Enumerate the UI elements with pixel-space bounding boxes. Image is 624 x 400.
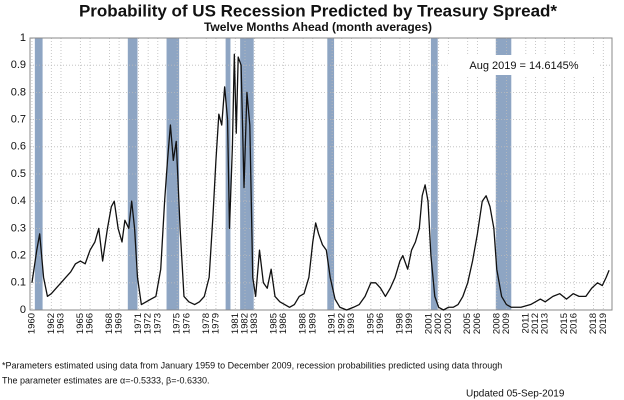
x-tick-label: 1985 — [269, 313, 280, 334]
x-tick-label: 1962 — [46, 313, 57, 334]
y-tick-label: 0.9 — [11, 59, 26, 71]
x-tick-label: 2008 — [491, 313, 502, 334]
x-tick-label: 1971 — [133, 313, 144, 334]
x-tick-label: 1968 — [104, 313, 115, 334]
x-tick-label: 2009 — [501, 313, 512, 334]
updated-note: Updated 05-Sep-2019 — [466, 389, 565, 400]
x-tick-label: 1983 — [249, 313, 260, 334]
x-tick-label: 1992 — [336, 313, 347, 334]
y-tick-label: 0.4 — [11, 195, 26, 207]
recession-band — [430, 38, 438, 310]
x-tick-label: 2002 — [433, 313, 444, 334]
x-tick-label: 1965 — [75, 313, 86, 334]
x-tick-label: 2003 — [443, 313, 454, 334]
footnote: The parameter estimates are α=-0.5333, β… — [2, 375, 210, 385]
recession-band — [34, 38, 43, 310]
x-tick-label: 1966 — [85, 313, 96, 334]
x-tick-label: 1982 — [239, 313, 250, 334]
x-tick-label: 1999 — [404, 313, 415, 334]
chart-subtitle: Twelve Months Ahead (month averages) — [204, 20, 432, 34]
annotation-box — [448, 55, 600, 75]
x-tick-label: 1988 — [298, 313, 309, 334]
x-tick-label: 2016 — [569, 313, 580, 334]
y-tick-label: 0.8 — [11, 86, 26, 98]
x-tick-label: 1976 — [181, 313, 192, 334]
x-tick-label: 1978 — [201, 313, 212, 334]
x-tick-label: 2018 — [588, 313, 599, 334]
y-tick-label: 0 — [20, 304, 26, 316]
y-tick-label: 0.6 — [11, 141, 26, 153]
y-tick-label: 1 — [20, 32, 26, 44]
x-tick-label: 2013 — [540, 313, 551, 334]
x-tick-label: 1975 — [172, 313, 183, 334]
series-line — [31, 53, 610, 311]
x-tick-label: 1979 — [210, 313, 221, 334]
x-tick-label: 1972 — [143, 313, 154, 334]
recession-band — [495, 38, 512, 310]
plot-frame — [29, 37, 613, 311]
y-tick-label: 0.3 — [11, 222, 26, 234]
x-tick-label: 1963 — [56, 313, 67, 334]
y-tick-label: 0.5 — [11, 168, 26, 180]
x-tick-label: 2001 — [423, 313, 434, 334]
y-tick-label: 0.1 — [11, 277, 26, 289]
x-tick-label: 2015 — [559, 313, 570, 334]
x-tick-label: 1996 — [375, 313, 386, 334]
y-tick-label: 0.2 — [11, 250, 26, 262]
x-tick-label: 1960 — [26, 313, 37, 334]
x-tick-label: 2005 — [462, 313, 473, 334]
recession-band — [166, 38, 180, 310]
x-tick-label: 1989 — [307, 313, 318, 334]
annotation: Aug 2019 = 14.6145% — [469, 60, 578, 72]
x-tick-label: 1986 — [278, 313, 289, 334]
x-tick-label: 2006 — [472, 313, 483, 334]
x-tick-label: 2011 — [520, 313, 531, 333]
x-tick-label: 1969 — [114, 313, 125, 334]
x-tick-label: 1993 — [346, 313, 357, 334]
x-tick-label: 1973 — [152, 313, 163, 334]
x-tick-label: 1998 — [394, 313, 405, 334]
x-tick-label: 2012 — [530, 313, 541, 334]
x-tick-label: 1981 — [230, 313, 241, 334]
footnote: *Parameters estimated using data from Ja… — [2, 360, 502, 370]
chart-title: Probability of US Recession Predicted by… — [79, 1, 557, 20]
x-tick-label: 2019 — [598, 313, 609, 334]
x-tick-label: 1991 — [327, 313, 338, 334]
x-tick-label: 1995 — [365, 313, 376, 334]
y-tick-label: 0.7 — [11, 114, 26, 126]
